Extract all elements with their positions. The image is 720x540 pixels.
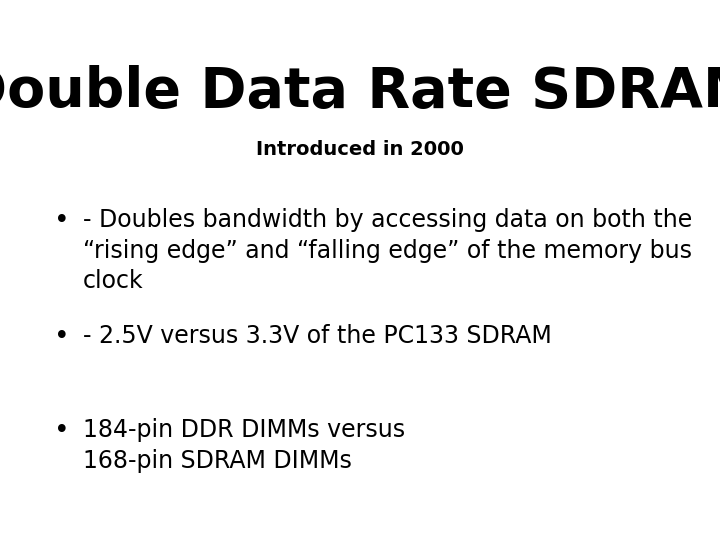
Text: 184-pin DDR DIMMs versus
168-pin SDRAM DIMMs: 184-pin DDR DIMMs versus 168-pin SDRAM D… — [83, 418, 405, 473]
Text: Introduced in 2000: Introduced in 2000 — [256, 140, 464, 159]
Text: •: • — [54, 208, 70, 234]
Text: •: • — [54, 324, 70, 350]
Text: •: • — [54, 418, 70, 444]
Text: - Doubles bandwidth by accessing data on both the
“rising edge” and “falling edg: - Doubles bandwidth by accessing data on… — [83, 208, 692, 293]
Text: - 2.5V versus 3.3V of the PC133 SDRAM: - 2.5V versus 3.3V of the PC133 SDRAM — [83, 324, 552, 348]
Text: Double Data Rate SDRAM: Double Data Rate SDRAM — [0, 65, 720, 119]
